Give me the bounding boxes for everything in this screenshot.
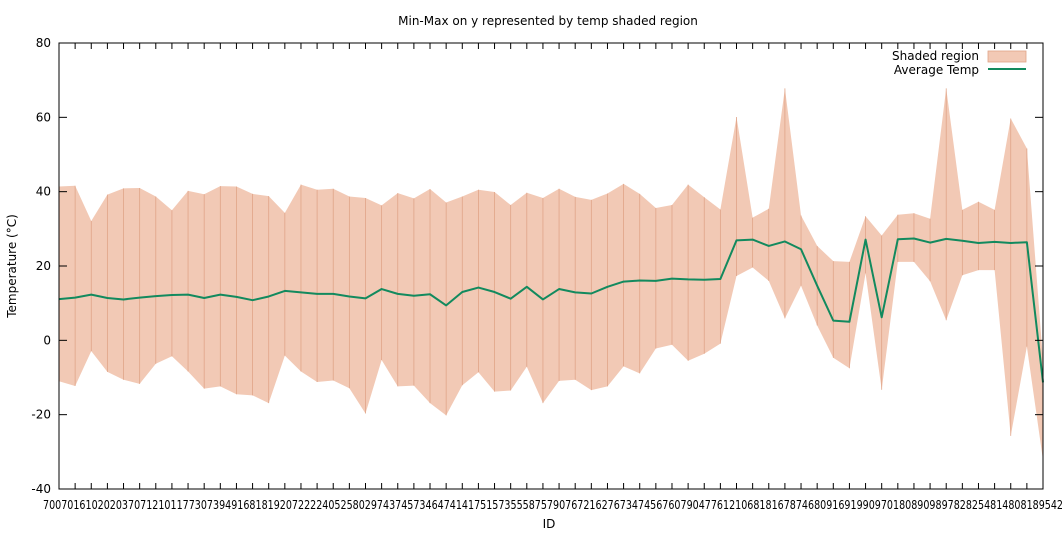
- y-tick-label: 20: [36, 259, 51, 273]
- x-tick-labels: 7007016102020370712101177307394916818192…: [43, 498, 1063, 512]
- y-axis-title: Temperature (°C): [5, 214, 19, 319]
- y-tick-label: 0: [43, 333, 51, 347]
- x-axis-title: ID: [543, 517, 556, 531]
- y-ticks: -40 -20 0 20 40 60 80: [31, 36, 1044, 496]
- legend-label-shaded-region: Shaded region: [892, 49, 979, 63]
- y-tick-label: 60: [36, 110, 51, 124]
- y-tick-label: 40: [36, 185, 51, 199]
- legend-label-average-temp: Average Temp: [894, 63, 979, 77]
- average-temp-line: [58, 237, 1044, 383]
- chart-title: Min-Max on y represented by temp shaded …: [398, 14, 698, 28]
- legend-swatch-shaded-region: [987, 50, 1027, 63]
- y-tick-label: 80: [36, 36, 51, 50]
- y-tick-label: -20: [31, 408, 51, 422]
- plot-area: [58, 88, 1044, 461]
- y-tick-label: -40: [31, 482, 51, 496]
- legend: Shaded region Average Temp: [892, 49, 1027, 77]
- shaded-region-band: [59, 88, 1043, 461]
